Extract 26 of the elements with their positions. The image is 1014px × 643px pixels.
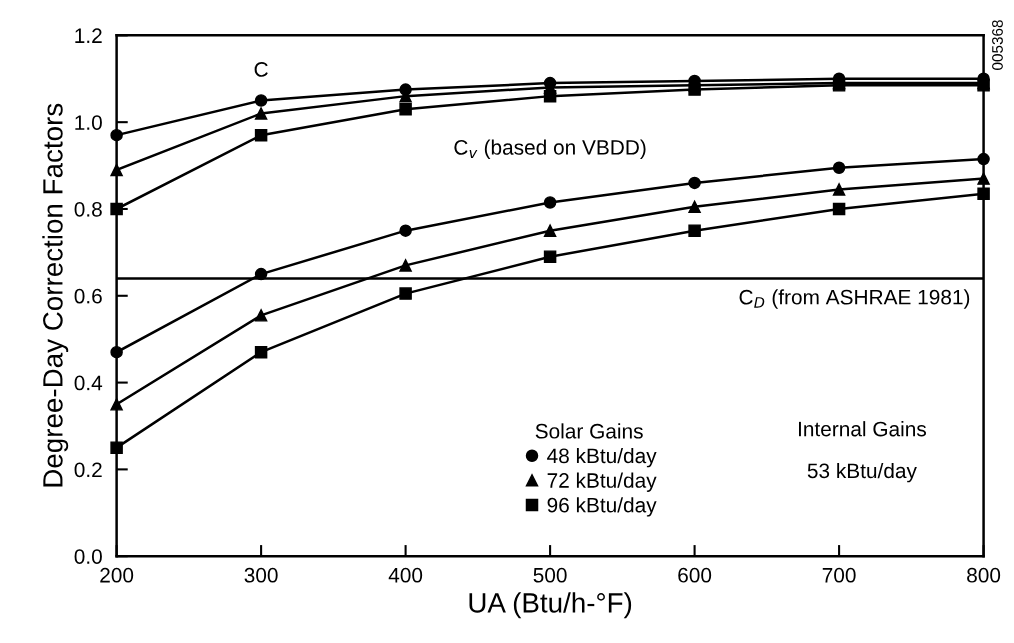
annotation: C$_{v}$ (based on VBDD) <box>454 139 646 159</box>
annotation: C <box>254 62 268 77</box>
legend-title: Solar Gains <box>535 423 643 439</box>
y-tick-label: 0.0 <box>74 549 102 564</box>
y-axis-title: Degree-Day Correction Factors <box>42 103 69 487</box>
y-tick-label: 1.2 <box>75 28 102 43</box>
ref-line-label: C$_{D}$ (from ASHRAE 1981) <box>739 289 970 309</box>
x-tick-label: 700 <box>822 567 856 583</box>
x-tick-label: 400 <box>388 567 423 583</box>
y-tick-label: 0.4 <box>74 375 103 391</box>
annotation: Internal Gains <box>798 421 926 437</box>
x-tick-label: 800 <box>967 567 1001 583</box>
x-tick-label: 600 <box>678 567 712 583</box>
x-axis-title: UA (Btu/h-°F) <box>469 592 632 619</box>
y-tick-label: 0.8 <box>74 201 102 217</box>
legend-label: 96 kBtu/day <box>547 497 657 517</box>
legend-label: 48 kBtu/day <box>547 447 657 468</box>
x-tick-label: 300 <box>244 567 278 583</box>
y-tick-label: 1.0 <box>75 115 102 130</box>
y-tick-label: 0.6 <box>74 288 102 304</box>
y-tick-label: 0.2 <box>74 462 102 478</box>
x-tick-label: 200 <box>100 567 134 583</box>
x-tick-label: 500 <box>533 567 567 583</box>
legend-label: 72 kBtu/day <box>547 472 657 492</box>
text: 005368 <box>992 20 1003 70</box>
annotation: 53 kBtu/day <box>807 462 917 483</box>
